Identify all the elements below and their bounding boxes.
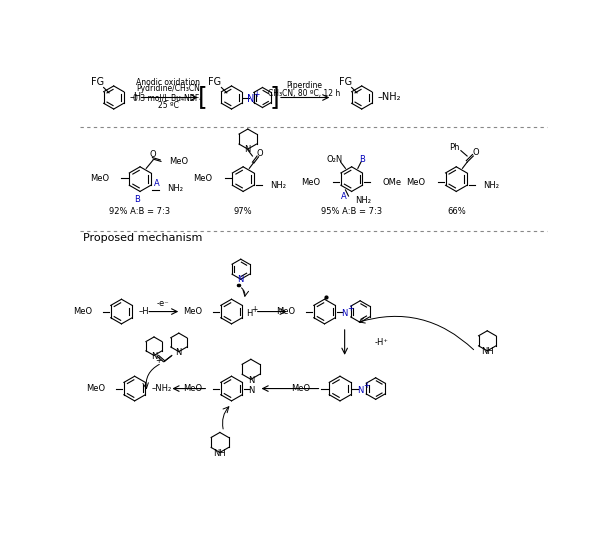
Text: Pydridine/CH₃CN: Pydridine/CH₃CN (136, 84, 200, 93)
Text: A: A (341, 192, 347, 200)
Text: 95% A:B = 7:3: 95% A:B = 7:3 (321, 207, 382, 216)
Text: MeO: MeO (276, 307, 295, 316)
Text: Proposed mechanism: Proposed mechanism (83, 233, 202, 243)
Text: MeO: MeO (170, 157, 188, 166)
Text: [: [ (198, 85, 207, 110)
Text: +: + (252, 305, 258, 314)
Text: +: + (253, 90, 259, 99)
Text: FG: FG (338, 77, 352, 87)
Text: ]: ] (269, 85, 279, 110)
Text: MeO: MeO (183, 384, 202, 393)
Text: FG: FG (91, 77, 103, 87)
Text: NH₂: NH₂ (483, 181, 499, 190)
Text: -e⁻: -e⁻ (157, 299, 170, 308)
Text: MeO: MeO (90, 174, 109, 183)
Text: N: N (248, 386, 254, 395)
Text: +: + (348, 304, 354, 313)
Text: 92% A:B = 7:3: 92% A:B = 7:3 (110, 207, 171, 216)
Text: MeO: MeO (291, 384, 310, 393)
Text: –NH₂: –NH₂ (152, 384, 172, 393)
Text: Piperdine: Piperdine (286, 81, 323, 90)
Text: –H: –H (129, 92, 141, 103)
Text: NH₂: NH₂ (271, 181, 286, 190)
Text: MeO: MeO (302, 178, 321, 187)
Text: NH₂: NH₂ (167, 184, 183, 193)
Text: O: O (149, 150, 156, 159)
Text: O: O (257, 149, 264, 158)
Text: 66%: 66% (447, 207, 466, 216)
Text: N: N (248, 376, 254, 384)
Text: N: N (247, 94, 255, 104)
Text: A: A (154, 179, 160, 188)
Text: B: B (134, 194, 140, 204)
Text: MeO: MeO (406, 178, 425, 187)
Text: N: N (176, 348, 182, 357)
Text: OMe: OMe (382, 178, 401, 187)
Text: –H: –H (138, 307, 149, 316)
Text: –NH₂: –NH₂ (377, 92, 401, 103)
Text: H: H (246, 310, 253, 318)
Text: N: N (357, 386, 364, 395)
Text: O: O (472, 148, 479, 157)
Text: +: + (155, 356, 162, 364)
Text: 97%: 97% (234, 207, 252, 216)
Text: 0.3 mol/L Bu₄NBF₄: 0.3 mol/L Bu₄NBF₄ (133, 94, 203, 103)
Text: MeO: MeO (73, 307, 92, 316)
Text: +: + (363, 381, 370, 390)
Text: NH₂: NH₂ (356, 196, 371, 205)
Text: NH: NH (481, 347, 494, 356)
Text: Anodic oxidation: Anodic oxidation (136, 78, 200, 86)
Text: 25 ºC: 25 ºC (157, 100, 178, 110)
Text: N: N (151, 352, 157, 361)
Text: FG: FG (208, 77, 222, 87)
Text: CH₃CN, 80 ºC, 12 h: CH₃CN, 80 ºC, 12 h (268, 89, 340, 98)
Text: O₂N: O₂N (326, 155, 342, 163)
Text: N: N (341, 308, 348, 318)
Text: N: N (237, 275, 244, 285)
Text: NH: NH (214, 449, 226, 458)
Text: MeO: MeO (193, 174, 212, 183)
Text: MeO: MeO (86, 384, 105, 393)
Text: B: B (359, 155, 365, 163)
Text: Ph: Ph (449, 143, 459, 152)
Text: N: N (245, 146, 251, 154)
Text: MeO: MeO (183, 307, 202, 316)
Text: -H⁺: -H⁺ (375, 338, 389, 347)
